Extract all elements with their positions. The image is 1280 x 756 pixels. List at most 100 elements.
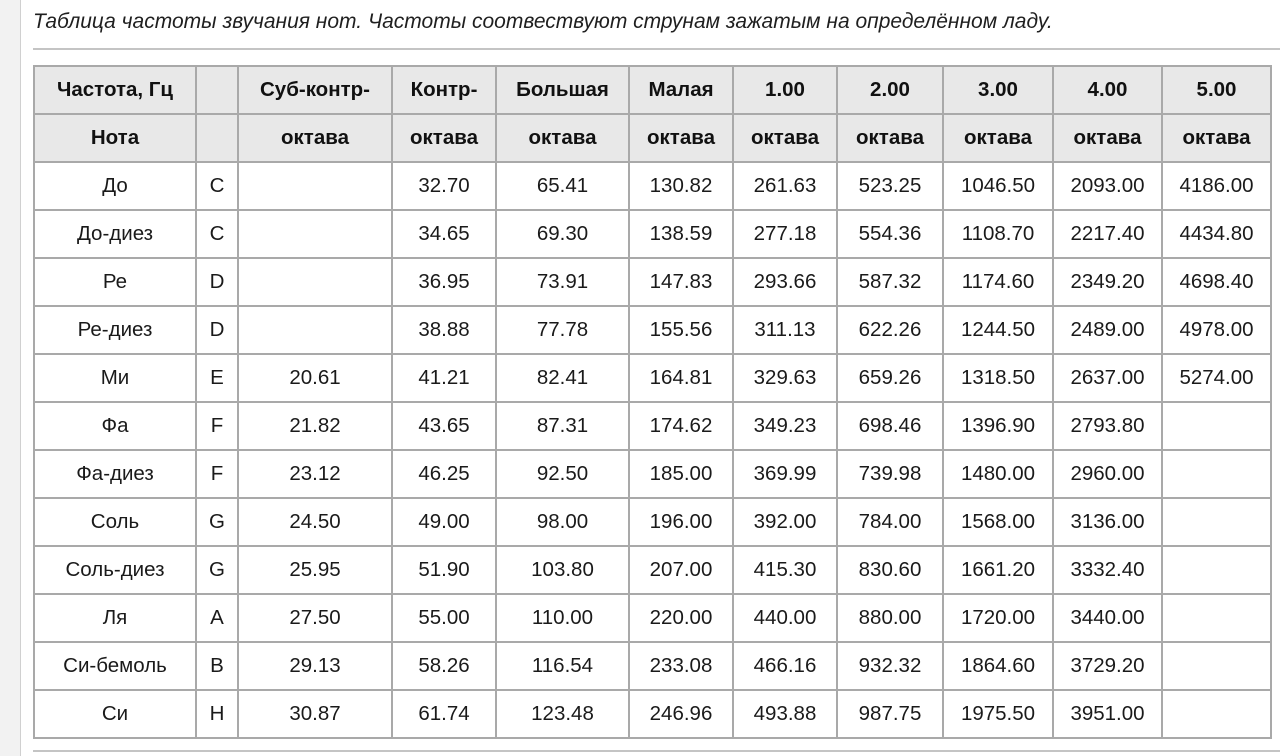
frequency-cell: 155.56 bbox=[630, 307, 732, 353]
frequency-cell: 110.00 bbox=[497, 595, 628, 641]
frequency-cell: 1864.60 bbox=[944, 643, 1052, 689]
frequency-cell: 4434.80 bbox=[1163, 211, 1270, 257]
frequency-cell: 830.60 bbox=[838, 547, 942, 593]
note-name-cell: Фа-диез bbox=[35, 451, 195, 497]
note-name-cell: До bbox=[35, 163, 195, 209]
header-cell: Большая bbox=[497, 67, 628, 113]
frequency-cell: 932.32 bbox=[838, 643, 942, 689]
frequency-cell: 3332.40 bbox=[1054, 547, 1161, 593]
frequency-cell: 61.74 bbox=[393, 691, 495, 737]
note-letter-cell: C bbox=[197, 211, 237, 257]
header-cell: Нота bbox=[35, 115, 195, 161]
frequency-cell: 311.13 bbox=[734, 307, 836, 353]
header-cell: октава bbox=[734, 115, 836, 161]
frequency-cell: 1661.20 bbox=[944, 547, 1052, 593]
frequency-cell: 69.30 bbox=[497, 211, 628, 257]
frequency-cell: 1244.50 bbox=[944, 307, 1052, 353]
frequency-cell: 784.00 bbox=[838, 499, 942, 545]
frequency-cell: 1568.00 bbox=[944, 499, 1052, 545]
table-row: Фа F 21.82 43.65 87.31 174.62 349.23 698.46 1396… bbox=[35, 403, 1270, 449]
frequency-cell: 46.25 bbox=[393, 451, 495, 497]
header-row: Нота октава октава октава октава октава октава… bbox=[35, 115, 1270, 161]
frequency-cell: 466.16 bbox=[734, 643, 836, 689]
frequency-cell: 32.70 bbox=[393, 163, 495, 209]
note-letter-cell: B bbox=[197, 643, 237, 689]
header-cell: Суб-контр- bbox=[239, 67, 391, 113]
frequency-cell: 261.63 bbox=[734, 163, 836, 209]
frequency-cell: 174.62 bbox=[630, 403, 732, 449]
header-cell: 2.00 bbox=[838, 67, 942, 113]
note-name-cell: Си bbox=[35, 691, 195, 737]
frequency-cell: 523.25 bbox=[838, 163, 942, 209]
note-letter-cell: G bbox=[197, 547, 237, 593]
frequency-cell: 30.87 bbox=[239, 691, 391, 737]
table-row: Ре-диез D 38.88 77.78 155.56 311.13 622.26 1244… bbox=[35, 307, 1270, 353]
frequency-cell: 3729.20 bbox=[1054, 643, 1161, 689]
frequency-cell: 27.50 bbox=[239, 595, 391, 641]
header-cell bbox=[197, 115, 237, 161]
frequency-cell bbox=[1163, 595, 1270, 641]
table-row: До C 32.70 65.41 130.82 261.63 523.25 1046.50 20… bbox=[35, 163, 1270, 209]
table-row: Фа-диез F 23.12 46.25 92.50 185.00 369.99 739.9… bbox=[35, 451, 1270, 497]
frequency-cell: 369.99 bbox=[734, 451, 836, 497]
frequency-cell: 246.96 bbox=[630, 691, 732, 737]
frequency-cell: 220.00 bbox=[630, 595, 732, 641]
frequency-cell: 277.18 bbox=[734, 211, 836, 257]
header-cell: октава bbox=[497, 115, 628, 161]
frequency-cell: 73.91 bbox=[497, 259, 628, 305]
table-row: Соль G 24.50 49.00 98.00 196.00 392.00 784.00 15… bbox=[35, 499, 1270, 545]
frequency-cell bbox=[239, 163, 391, 209]
header-cell: 3.00 bbox=[944, 67, 1052, 113]
frequency-cell: 138.59 bbox=[630, 211, 732, 257]
note-letter-cell: C bbox=[197, 163, 237, 209]
frequency-cell: 349.23 bbox=[734, 403, 836, 449]
note-frequency-table: Частота, Гц Суб-контр- Контр- Большая Малая 1… bbox=[33, 65, 1272, 739]
note-letter-cell: H bbox=[197, 691, 237, 737]
table-row: Ми E 20.61 41.21 82.41 164.81 329.63 659.26 1318… bbox=[35, 355, 1270, 401]
frequency-cell: 392.00 bbox=[734, 499, 836, 545]
frequency-cell bbox=[1163, 691, 1270, 737]
frequency-cell: 98.00 bbox=[497, 499, 628, 545]
frequency-cell: 739.98 bbox=[838, 451, 942, 497]
frequency-cell: 2637.00 bbox=[1054, 355, 1161, 401]
frequency-cell: 20.61 bbox=[239, 355, 391, 401]
frequency-cell: 1975.50 bbox=[944, 691, 1052, 737]
frequency-cell: 164.81 bbox=[630, 355, 732, 401]
bottom-divider bbox=[33, 750, 1280, 752]
frequency-cell: 147.83 bbox=[630, 259, 732, 305]
frequency-cell: 123.48 bbox=[497, 691, 628, 737]
note-name-cell: Соль bbox=[35, 499, 195, 545]
frequency-cell: 1174.60 bbox=[944, 259, 1052, 305]
frequency-cell: 58.26 bbox=[393, 643, 495, 689]
table-row: Си-бемоль B 29.13 58.26 116.54 233.08 466.16 93… bbox=[35, 643, 1270, 689]
header-cell: Контр- bbox=[393, 67, 495, 113]
frequency-cell: 1108.70 bbox=[944, 211, 1052, 257]
frequency-cell: 233.08 bbox=[630, 643, 732, 689]
table-row: Ля A 27.50 55.00 110.00 220.00 440.00 880.00 172… bbox=[35, 595, 1270, 641]
frequency-cell: 3951.00 bbox=[1054, 691, 1161, 737]
table-row: Си H 30.87 61.74 123.48 246.96 493.88 987.75 197… bbox=[35, 691, 1270, 737]
frequency-cell bbox=[1163, 451, 1270, 497]
frequency-cell: 4698.40 bbox=[1163, 259, 1270, 305]
frequency-cell: 3440.00 bbox=[1054, 595, 1161, 641]
header-cell: октава bbox=[393, 115, 495, 161]
frequency-cell: 41.21 bbox=[393, 355, 495, 401]
frequency-cell: 43.65 bbox=[393, 403, 495, 449]
page-left-margin bbox=[0, 0, 21, 756]
frequency-cell: 1480.00 bbox=[944, 451, 1052, 497]
frequency-cell bbox=[1163, 499, 1270, 545]
frequency-cell: 4186.00 bbox=[1163, 163, 1270, 209]
header-cell: Частота, Гц bbox=[35, 67, 195, 113]
frequency-cell: 554.36 bbox=[838, 211, 942, 257]
header-row: Частота, Гц Суб-контр- Контр- Большая Малая 1… bbox=[35, 67, 1270, 113]
header-cell: 1.00 bbox=[734, 67, 836, 113]
frequency-cell: 130.82 bbox=[630, 163, 732, 209]
header-cell: октава bbox=[1054, 115, 1161, 161]
frequency-cell: 36.95 bbox=[393, 259, 495, 305]
frequency-cell: 2349.20 bbox=[1054, 259, 1161, 305]
header-cell: октава bbox=[239, 115, 391, 161]
frequency-cell bbox=[239, 307, 391, 353]
table-row: Ре D 36.95 73.91 147.83 293.66 587.32 1174.60 23… bbox=[35, 259, 1270, 305]
note-name-cell: Ля bbox=[35, 595, 195, 641]
note-name-cell: Соль-диез bbox=[35, 547, 195, 593]
